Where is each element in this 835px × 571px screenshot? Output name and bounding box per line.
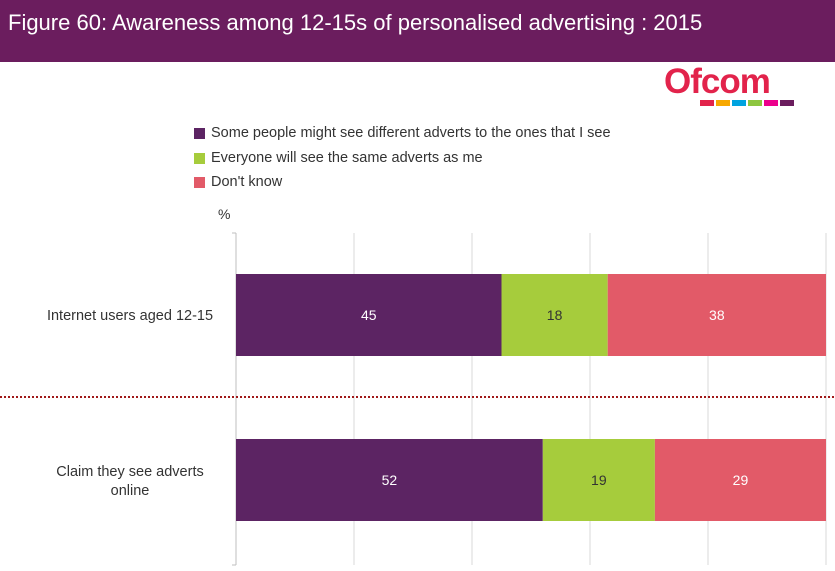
legend-label: Everyone will see the same adverts as me [211,150,483,166]
legend-swatch [194,127,205,139]
ofcom-logo: Ofcom [664,62,829,110]
bar-segment [501,274,608,356]
legend-swatch [194,176,205,188]
logo-strip-segment [716,100,730,106]
bar-segment [654,439,826,521]
legend-item-same-adverts: Everyone will see the same adverts as me [194,150,483,166]
logo-strip-segment [764,100,778,106]
bar-segment [236,274,502,356]
logo-strip-segment [780,100,794,106]
bar-segment [607,274,826,356]
legend-label: Don't know [211,174,283,190]
logo-color-strip [700,100,796,106]
data-label: 19 [591,472,607,488]
data-label: 38 [709,307,725,323]
chart-title: Figure 60: Awareness among 12-15s of per… [8,10,703,35]
data-label: 29 [733,472,749,488]
category-label-claim-see-adverts: Claim they see adverts online [56,464,204,499]
logo-strip-segment [748,100,762,106]
data-label: 18 [547,307,563,323]
bar-segment [236,439,543,521]
legend-item-dont-know: Don't know [194,174,282,190]
legend-item-different-adverts: Some people might see different adverts … [194,125,611,141]
data-label: 45 [361,307,377,323]
title-bar: Figure 60: Awareness among 12-15s of per… [0,0,835,62]
logo-strip-segment [732,100,746,106]
legend-swatch [194,152,205,164]
legend-label: Some people might see different adverts … [211,125,611,141]
category-label-internet-users: Internet users aged 12-15 [46,308,214,324]
logo-text: Ofcom [664,62,771,101]
bar-segment [542,439,655,521]
data-label: 52 [382,472,398,488]
axis-unit-label: % [218,206,231,222]
logo-strip-segment [700,100,714,106]
